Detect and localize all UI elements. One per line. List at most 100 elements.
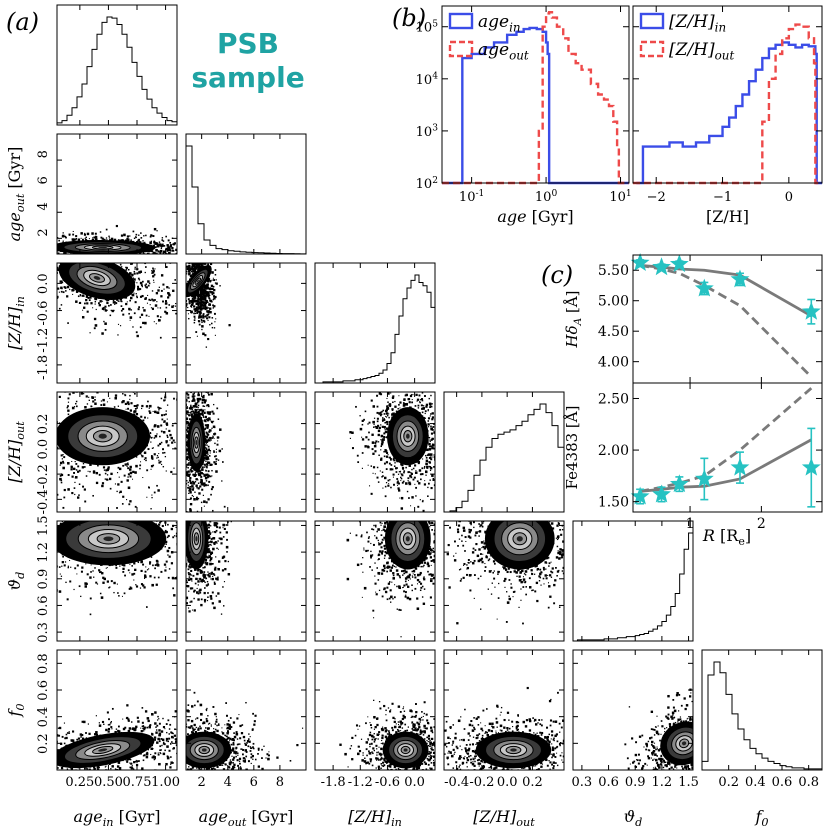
scatter-point bbox=[195, 257, 198, 260]
scatter-point bbox=[207, 426, 209, 429]
scatter-point bbox=[205, 448, 208, 451]
y-tick-label-age_out: 2 bbox=[36, 228, 51, 236]
scatter-point bbox=[427, 389, 428, 390]
scatter-point bbox=[197, 304, 200, 307]
scatter-point bbox=[93, 236, 96, 239]
scatter-point bbox=[194, 249, 196, 251]
scatter-point bbox=[205, 293, 208, 296]
scatter-point bbox=[127, 268, 130, 271]
scatter-point bbox=[82, 309, 84, 311]
scatter-point bbox=[90, 256, 91, 257]
scatter-point bbox=[205, 346, 208, 348]
scatter-point bbox=[108, 235, 110, 237]
scatter-point bbox=[442, 409, 443, 410]
scatter-point bbox=[144, 297, 147, 301]
scatter-point bbox=[432, 479, 435, 481]
scatter-point bbox=[57, 266, 59, 270]
scatter-point bbox=[145, 255, 147, 257]
scatter-point bbox=[75, 300, 78, 303]
scatter-point bbox=[153, 252, 157, 254]
scatter-point bbox=[205, 289, 207, 292]
scatter-point bbox=[399, 497, 401, 499]
scatter-point bbox=[165, 247, 169, 251]
scatter-point bbox=[179, 451, 181, 453]
scatter-point bbox=[163, 251, 166, 254]
scatter-point bbox=[205, 242, 207, 244]
scatter-point bbox=[427, 410, 429, 412]
scatter-point bbox=[47, 263, 49, 265]
scatter-point bbox=[202, 314, 205, 317]
scatter-point bbox=[119, 300, 121, 303]
scatter-point bbox=[133, 389, 135, 391]
scatter-point bbox=[165, 235, 167, 238]
scatter-point bbox=[194, 259, 195, 260]
scatter-point bbox=[78, 494, 80, 496]
scatter-point bbox=[365, 436, 368, 439]
scatter-point bbox=[75, 469, 78, 471]
scatter-point bbox=[112, 256, 114, 258]
scatter-point bbox=[181, 242, 183, 244]
scatter-point bbox=[187, 459, 189, 461]
scatter-point bbox=[44, 405, 46, 407]
scatter-point bbox=[429, 406, 431, 409]
scatter-point bbox=[75, 235, 78, 238]
scatter-point bbox=[119, 490, 122, 493]
scatter-point bbox=[86, 310, 89, 313]
scatter-point bbox=[193, 256, 195, 258]
scatter-point bbox=[186, 463, 189, 466]
scatter-point bbox=[206, 436, 209, 438]
scatter-point bbox=[205, 405, 207, 407]
scatter-point bbox=[59, 257, 61, 259]
scatter-point bbox=[142, 321, 145, 325]
scatter-point bbox=[430, 394, 432, 397]
scatter-point bbox=[33, 251, 34, 252]
scatter-point bbox=[202, 255, 203, 256]
scatter-point bbox=[83, 236, 84, 237]
scatter-point bbox=[94, 232, 97, 235]
scatter-point bbox=[121, 503, 124, 505]
scatter-point bbox=[178, 490, 180, 492]
scatter-point bbox=[212, 241, 213, 242]
scatter-point bbox=[182, 418, 183, 419]
scatter-point bbox=[110, 258, 113, 261]
scatter-point bbox=[154, 268, 156, 270]
scatter-point bbox=[153, 389, 155, 391]
scatter-point bbox=[116, 258, 117, 259]
scatter-point bbox=[191, 251, 193, 253]
scatter-point bbox=[125, 256, 127, 258]
scatter-point bbox=[196, 302, 199, 305]
scatter-point bbox=[200, 480, 203, 483]
scatter-point bbox=[126, 237, 129, 241]
scatter-point bbox=[79, 294, 82, 296]
scatter-point bbox=[91, 256, 92, 257]
scatter-point bbox=[183, 423, 185, 425]
scatter-point bbox=[58, 395, 61, 398]
scatter-point bbox=[192, 259, 194, 261]
scatter-point bbox=[207, 264, 210, 266]
scatter-point bbox=[192, 260, 194, 262]
scatter-point bbox=[117, 466, 120, 469]
scatter-point bbox=[195, 331, 198, 333]
scatter-point bbox=[447, 393, 449, 395]
scatter-point bbox=[17, 260, 19, 262]
scatter-point bbox=[203, 416, 205, 418]
scatter-point bbox=[58, 260, 60, 262]
scatter-point bbox=[54, 256, 56, 258]
scatter-point bbox=[197, 386, 200, 389]
scatter-point bbox=[73, 487, 76, 489]
scatter-point bbox=[198, 473, 202, 477]
scatter-point bbox=[197, 412, 201, 415]
scatter-point bbox=[215, 470, 218, 473]
scatter-point bbox=[193, 498, 196, 501]
scatter-point bbox=[28, 243, 30, 245]
scatter-point bbox=[153, 241, 156, 244]
scatter-point bbox=[161, 243, 164, 246]
scatter-point bbox=[51, 267, 52, 268]
scatter-point bbox=[85, 379, 88, 382]
scatter-point bbox=[191, 400, 194, 403]
scatter-point bbox=[43, 256, 45, 258]
scatter-point bbox=[151, 436, 153, 439]
scatter-point bbox=[153, 321, 155, 323]
scatter-point bbox=[392, 476, 394, 478]
scatter-point bbox=[90, 405, 92, 407]
